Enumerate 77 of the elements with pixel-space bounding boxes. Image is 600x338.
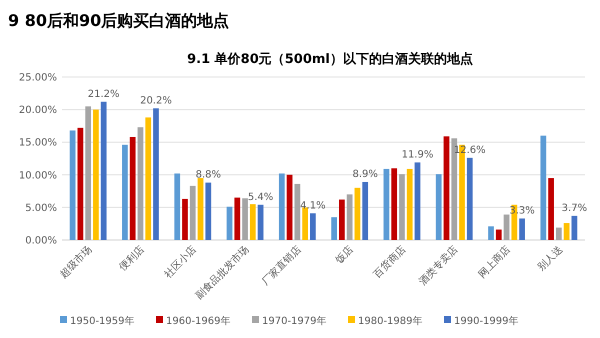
bar	[391, 168, 398, 240]
bar	[556, 228, 562, 240]
bar	[310, 213, 316, 240]
data-label: 20.2%	[140, 95, 172, 106]
bar	[122, 144, 128, 240]
legend-label: 1950-1959年	[70, 315, 135, 327]
bar	[100, 102, 107, 240]
data-label: 4.1%	[300, 200, 326, 212]
bar	[226, 206, 232, 240]
legend-label: 1970-1979年	[262, 315, 327, 327]
legend-label: 1960-1969年	[166, 315, 231, 327]
x-tick-label: 百货商店	[371, 244, 408, 280]
bar	[540, 136, 546, 240]
bar	[331, 217, 337, 240]
y-tick-label: 20.00%	[18, 105, 57, 116]
bar	[572, 216, 578, 240]
bar	[78, 128, 84, 240]
x-tick-label: 厂家直销店	[260, 244, 304, 288]
bar	[519, 218, 525, 240]
bar	[496, 230, 502, 240]
bar	[145, 117, 152, 240]
bar	[130, 136, 136, 240]
bar	[504, 214, 510, 240]
y-tick-label: 0.00%	[25, 236, 57, 246]
x-tick-label: 社区小店	[162, 244, 199, 280]
bar	[242, 198, 248, 240]
bar	[198, 178, 204, 240]
bar	[234, 198, 240, 240]
y-tick-label: 10.00%	[18, 170, 57, 182]
bar	[153, 108, 159, 240]
bar	[93, 110, 99, 240]
bar	[70, 130, 76, 240]
x-tick-label: 别人送	[535, 244, 565, 274]
bar	[362, 182, 368, 240]
bar	[414, 162, 420, 240]
bar	[564, 223, 570, 240]
bar	[339, 200, 345, 240]
bar	[399, 174, 405, 240]
bar	[138, 127, 144, 240]
chart-title: 9 80后和90后购买白酒的地点	[8, 11, 230, 30]
data-label: 21.2%	[88, 88, 120, 100]
bar	[488, 226, 494, 240]
bar	[182, 198, 188, 240]
bar	[278, 173, 285, 240]
legend-label: 1990-1999年	[454, 315, 519, 327]
bar	[190, 186, 196, 240]
bar	[286, 174, 292, 240]
bar	[436, 174, 442, 240]
legend-label: 1980-1989年	[358, 315, 423, 327]
bar	[346, 194, 353, 240]
bar	[406, 168, 413, 240]
x-tick-label: 便利店	[116, 244, 147, 274]
bar	[466, 158, 473, 240]
bar	[384, 168, 390, 240]
bar	[294, 184, 300, 240]
data-label: 3.7%	[562, 202, 588, 214]
data-label: 8.9%	[352, 168, 378, 180]
bar	[205, 182, 212, 240]
bar	[174, 173, 180, 240]
data-label: 5.4%	[248, 192, 274, 203]
bar	[250, 204, 256, 240]
bar	[354, 188, 360, 240]
x-tick-label: 饭店	[332, 244, 356, 267]
bar	[258, 204, 264, 240]
bar	[85, 106, 92, 240]
data-label: 8.8%	[196, 170, 221, 181]
x-tick-label: 超级市场	[58, 244, 94, 280]
x-tick-label: 网上商店	[476, 244, 513, 280]
chart-subtitle: 9.1 单价80元（500ml）以下的白酒关联的地点	[187, 51, 473, 67]
y-tick-label: 5.00%	[25, 202, 57, 214]
y-tick-label: 25.00%	[18, 72, 57, 84]
x-tick-label: 酒类专卖店	[416, 244, 460, 288]
y-tick-label: 15.00%	[18, 138, 57, 149]
bar	[302, 207, 308, 240]
data-label: 11.9%	[402, 149, 434, 160]
bar	[444, 136, 450, 240]
bar	[548, 178, 554, 240]
